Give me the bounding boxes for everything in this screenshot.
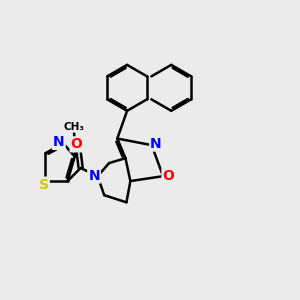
Text: O: O xyxy=(162,169,174,183)
Text: N: N xyxy=(88,169,100,183)
Text: N: N xyxy=(53,135,65,149)
Text: O: O xyxy=(70,137,83,152)
Text: N: N xyxy=(150,136,162,151)
Text: CH₃: CH₃ xyxy=(64,122,85,132)
Text: S: S xyxy=(39,178,49,192)
